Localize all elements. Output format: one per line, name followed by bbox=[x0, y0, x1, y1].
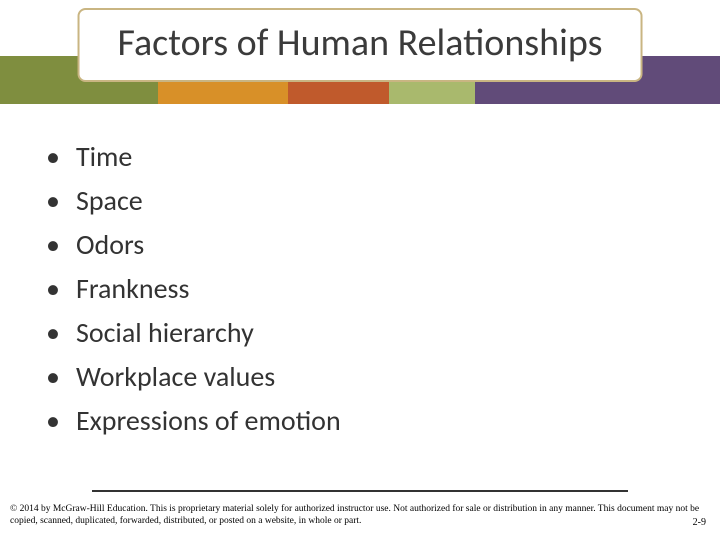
bullet-icon: • bbox=[46, 140, 60, 174]
bullet-text: Frankness bbox=[76, 272, 189, 306]
slide-title: Factors of Human Relationships bbox=[78, 8, 643, 82]
bullet-text: Space bbox=[76, 184, 143, 218]
page-number: 2-9 bbox=[693, 517, 706, 528]
bullet-text: Expressions of emotion bbox=[76, 404, 341, 438]
bullet-icon: • bbox=[46, 184, 60, 218]
bullet-icon: • bbox=[46, 272, 60, 306]
copyright-text: © 2014 by McGraw-Hill Education. This is… bbox=[10, 504, 710, 528]
bullet-icon: • bbox=[46, 360, 60, 394]
list-item: • Workplace values bbox=[46, 360, 341, 394]
list-item: • Time bbox=[46, 140, 341, 174]
bullet-icon: • bbox=[46, 404, 60, 438]
list-item: • Frankness bbox=[46, 272, 341, 306]
bullet-text: Workplace values bbox=[76, 360, 275, 394]
bullet-icon: • bbox=[46, 228, 60, 262]
bullet-text: Social hierarchy bbox=[76, 316, 254, 350]
bullet-text: Time bbox=[76, 140, 132, 174]
list-item: • Odors bbox=[46, 228, 341, 262]
list-item: • Social hierarchy bbox=[46, 316, 341, 350]
bullet-text: Odors bbox=[76, 228, 144, 262]
footer-divider bbox=[92, 490, 628, 492]
bullet-list: • Time • Space • Odors • Frankness • Social hiera… bbox=[46, 140, 341, 448]
list-item: • Space bbox=[46, 184, 341, 218]
list-item: • Expressions of emotion bbox=[46, 404, 341, 438]
bullet-icon: • bbox=[46, 316, 60, 350]
